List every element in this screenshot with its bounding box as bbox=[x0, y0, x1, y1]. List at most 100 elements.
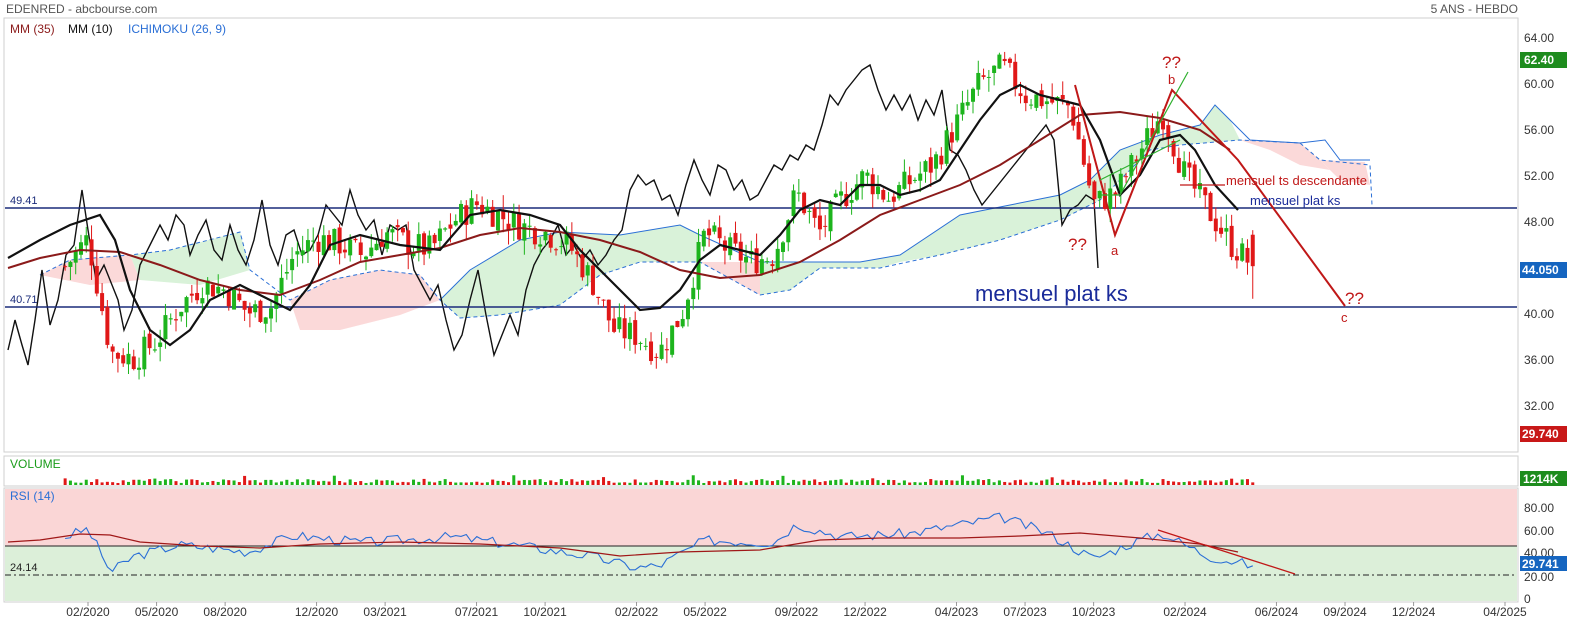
volume-bar bbox=[644, 482, 648, 485]
volume-bar bbox=[1203, 480, 1207, 485]
candle-bullish bbox=[1182, 161, 1187, 177]
volume-bar bbox=[850, 479, 854, 485]
volume-bar bbox=[1230, 478, 1234, 485]
candle-bullish bbox=[78, 242, 83, 255]
candle-bullish bbox=[522, 223, 527, 241]
volume-bar bbox=[1050, 477, 1054, 485]
candle-bearish bbox=[812, 207, 817, 218]
candle-bearish bbox=[1124, 176, 1129, 178]
candle-bullish bbox=[443, 228, 448, 230]
volume-bar bbox=[1013, 480, 1017, 485]
candle-bullish bbox=[638, 342, 643, 344]
candle-bearish bbox=[575, 251, 580, 255]
volume-bar bbox=[258, 482, 262, 485]
volume-bar bbox=[179, 482, 183, 485]
candle-bearish bbox=[949, 132, 954, 143]
price-panel-frame bbox=[3, 17, 1519, 453]
volume-bar bbox=[295, 479, 299, 485]
volume-bar bbox=[549, 480, 553, 485]
badge-volume: 1214K bbox=[1523, 472, 1559, 486]
candle-bearish bbox=[210, 284, 215, 297]
volume-bar bbox=[770, 481, 774, 485]
candle-bearish bbox=[1018, 93, 1023, 97]
volume-bar bbox=[924, 481, 928, 485]
wave-label-a: a bbox=[1111, 243, 1119, 258]
volume-bar bbox=[364, 482, 368, 485]
volume-bar bbox=[369, 482, 373, 485]
volume-bar bbox=[396, 482, 400, 485]
candle-bullish bbox=[68, 261, 73, 267]
candle-bullish bbox=[459, 203, 464, 223]
volume-bar bbox=[665, 481, 669, 485]
rsi-ma-line bbox=[7, 532, 1239, 557]
candle-bearish bbox=[1039, 90, 1044, 107]
candle-bullish bbox=[992, 65, 997, 74]
volume-bar bbox=[1251, 482, 1255, 485]
volume-bar bbox=[607, 480, 611, 485]
candle-bearish bbox=[379, 241, 384, 247]
candle-bearish bbox=[147, 333, 152, 349]
volume-bar bbox=[675, 482, 679, 485]
candle-bearish bbox=[675, 321, 680, 328]
volume-bar bbox=[617, 482, 621, 485]
candle-bearish bbox=[733, 232, 738, 244]
volume-bar bbox=[359, 481, 363, 485]
volume-bar bbox=[686, 479, 690, 485]
candle-bullish bbox=[437, 228, 442, 241]
volume-bar bbox=[596, 479, 600, 485]
volume-bar bbox=[1045, 479, 1049, 485]
candle-bullish bbox=[860, 171, 865, 188]
candle-bearish bbox=[622, 318, 627, 339]
candle-bearish bbox=[226, 290, 231, 307]
candle-bearish bbox=[1050, 96, 1055, 103]
candle-bearish bbox=[891, 196, 896, 202]
badge-high: 62.40 bbox=[1524, 53, 1554, 67]
candle-bearish bbox=[1176, 157, 1181, 173]
volume-bar bbox=[448, 481, 452, 485]
rsi-trend-line bbox=[1157, 529, 1296, 575]
candle-bullish bbox=[290, 258, 295, 271]
rsi-tick: 0 bbox=[1524, 592, 1531, 606]
volume-bar bbox=[718, 480, 722, 485]
candle-bullish bbox=[216, 286, 221, 294]
volume-bar bbox=[1008, 482, 1012, 485]
volume-bar bbox=[1055, 482, 1059, 485]
candle-bullish bbox=[659, 344, 664, 359]
wave-label-b: b bbox=[1168, 72, 1175, 87]
volume-bar bbox=[834, 479, 838, 485]
candle-bullish bbox=[390, 229, 395, 233]
volume-bar bbox=[913, 482, 917, 485]
volume-bar bbox=[839, 479, 843, 485]
volume-bar bbox=[232, 480, 236, 485]
candle-bearish bbox=[1203, 187, 1208, 196]
candle-bullish bbox=[696, 242, 701, 290]
volume-bar bbox=[253, 480, 257, 485]
candle-bearish bbox=[517, 213, 522, 240]
candle-bullish bbox=[912, 179, 917, 181]
volume-bar bbox=[1077, 480, 1081, 485]
volume-bar bbox=[169, 479, 173, 485]
legend-rsi: RSI (14) bbox=[10, 489, 55, 503]
mm35-line bbox=[7, 110, 1231, 297]
price-axis: 64.00 60.00 56.00 52.00 48.00 40.00 36.0… bbox=[1524, 31, 1554, 413]
volume-bar bbox=[1003, 481, 1007, 485]
volume-bar bbox=[1166, 480, 1170, 485]
candle-bearish bbox=[649, 341, 654, 362]
badge-rsi: 29.741 bbox=[1522, 557, 1559, 571]
volume-bar bbox=[828, 480, 832, 485]
candle-bullish bbox=[1129, 155, 1134, 176]
candle-bearish bbox=[633, 320, 638, 345]
volume-bar bbox=[1198, 480, 1202, 485]
volume-bar bbox=[739, 481, 743, 485]
candle-bullish bbox=[791, 190, 796, 217]
candle-bullish bbox=[511, 212, 516, 228]
candle-bullish bbox=[1139, 148, 1144, 159]
candle-bearish bbox=[1092, 181, 1097, 200]
volume-bar bbox=[427, 481, 431, 485]
candle-bearish bbox=[590, 265, 595, 295]
candle-bearish bbox=[1229, 225, 1234, 257]
wave-annotation bbox=[1074, 71, 1346, 307]
candle-bullish bbox=[728, 237, 733, 256]
volume-bar bbox=[1145, 482, 1149, 485]
candle-bullish bbox=[680, 318, 685, 327]
